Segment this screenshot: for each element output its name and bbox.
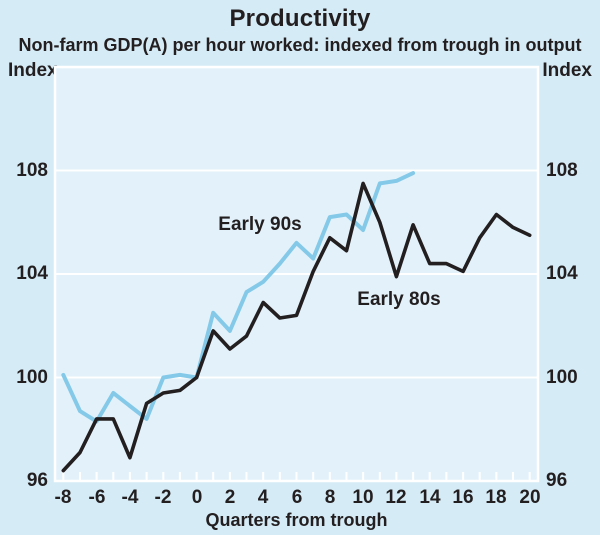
x-tick-label-12: 12 [385,487,407,508]
x-tick-label-10: 10 [352,487,374,508]
x-tick-label-16: 16 [452,487,474,508]
x-tick-label--8: -8 [54,487,72,508]
x-tick-label--4: -4 [121,487,139,508]
x-tick-label--2: -2 [154,487,172,508]
y-tick-label-right-104: 104 [546,263,578,284]
y-tick-label-right-100: 100 [546,367,578,388]
y-tick-label-right-108: 108 [546,160,578,181]
y-tick-label-left-96: 96 [26,470,48,491]
x-tick-label-20: 20 [519,487,541,508]
series-label-early-80s: Early 80s [357,289,441,310]
series-line-early-80s [61,181,532,473]
series-label-early-90s: Early 90s [218,214,302,235]
x-tick-label--6: -6 [88,487,106,508]
chart-subtitle: Non-farm GDP(A) per hour worked: indexed… [18,35,582,55]
x-tick-label-2: 2 [224,487,236,508]
y-tick-label-right-96: 96 [546,470,568,491]
x-tick-label-14: 14 [419,487,441,508]
x-tick-label-4: 4 [257,487,269,508]
x-axis-title: Quarters from trough [205,510,388,530]
x-tick-label-8: 8 [324,487,336,508]
y-tick-label-left-100: 100 [16,367,48,388]
chart-title: Productivity [229,5,371,32]
y-tick-label-left-104: 104 [16,263,48,284]
x-tick-label-6: 6 [291,487,303,508]
y-tick-label-left-108: 108 [16,160,48,181]
left-axis-unit-label: Index [8,60,58,81]
right-axis-unit-label: Index [542,60,592,81]
x-tick-label-18: 18 [485,487,507,508]
x-tick-label-0: 0 [191,487,203,508]
